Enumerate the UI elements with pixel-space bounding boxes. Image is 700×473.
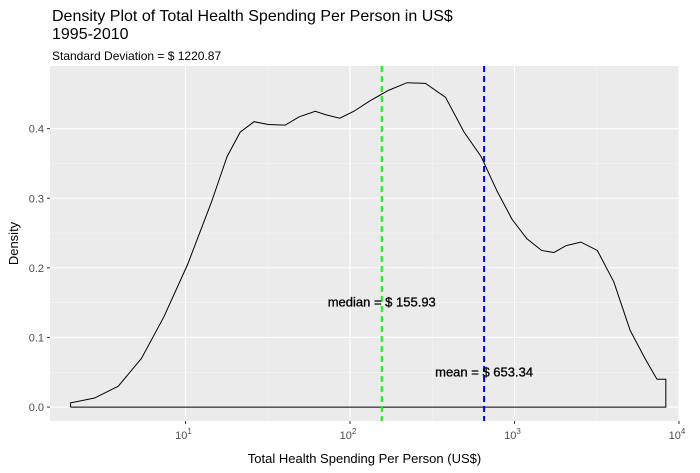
x-tick-label: 104 bbox=[669, 427, 686, 442]
y-tick-label: 0.3 bbox=[29, 193, 44, 205]
y-tick-label: 0.4 bbox=[29, 124, 44, 136]
x-tick-label: 103 bbox=[504, 427, 521, 442]
minor-grid bbox=[50, 66, 679, 421]
density-curve bbox=[70, 82, 667, 408]
chart-title: Density Plot of Total Health Spending Pe… bbox=[52, 8, 453, 43]
y-tick-label: 0.0 bbox=[29, 402, 44, 414]
y-tick-label: 0.1 bbox=[29, 332, 44, 344]
x-tick-label: 101 bbox=[175, 427, 192, 442]
x-tick-label: 102 bbox=[340, 427, 357, 442]
y-tick-label: 0.2 bbox=[29, 263, 44, 275]
data-layer: median = $ 155.93 mean = $ 653.34 bbox=[70, 66, 667, 421]
x-axis-title: Total Health Spending Per Person (US$) bbox=[248, 451, 481, 466]
median-label: median = $ 155.93 bbox=[328, 295, 436, 310]
mean-label: mean = $ 653.34 bbox=[435, 364, 533, 379]
chart-subtitle: Standard Deviation = $ 1220.87 bbox=[52, 49, 222, 63]
y-axis-title: Density bbox=[6, 221, 21, 265]
